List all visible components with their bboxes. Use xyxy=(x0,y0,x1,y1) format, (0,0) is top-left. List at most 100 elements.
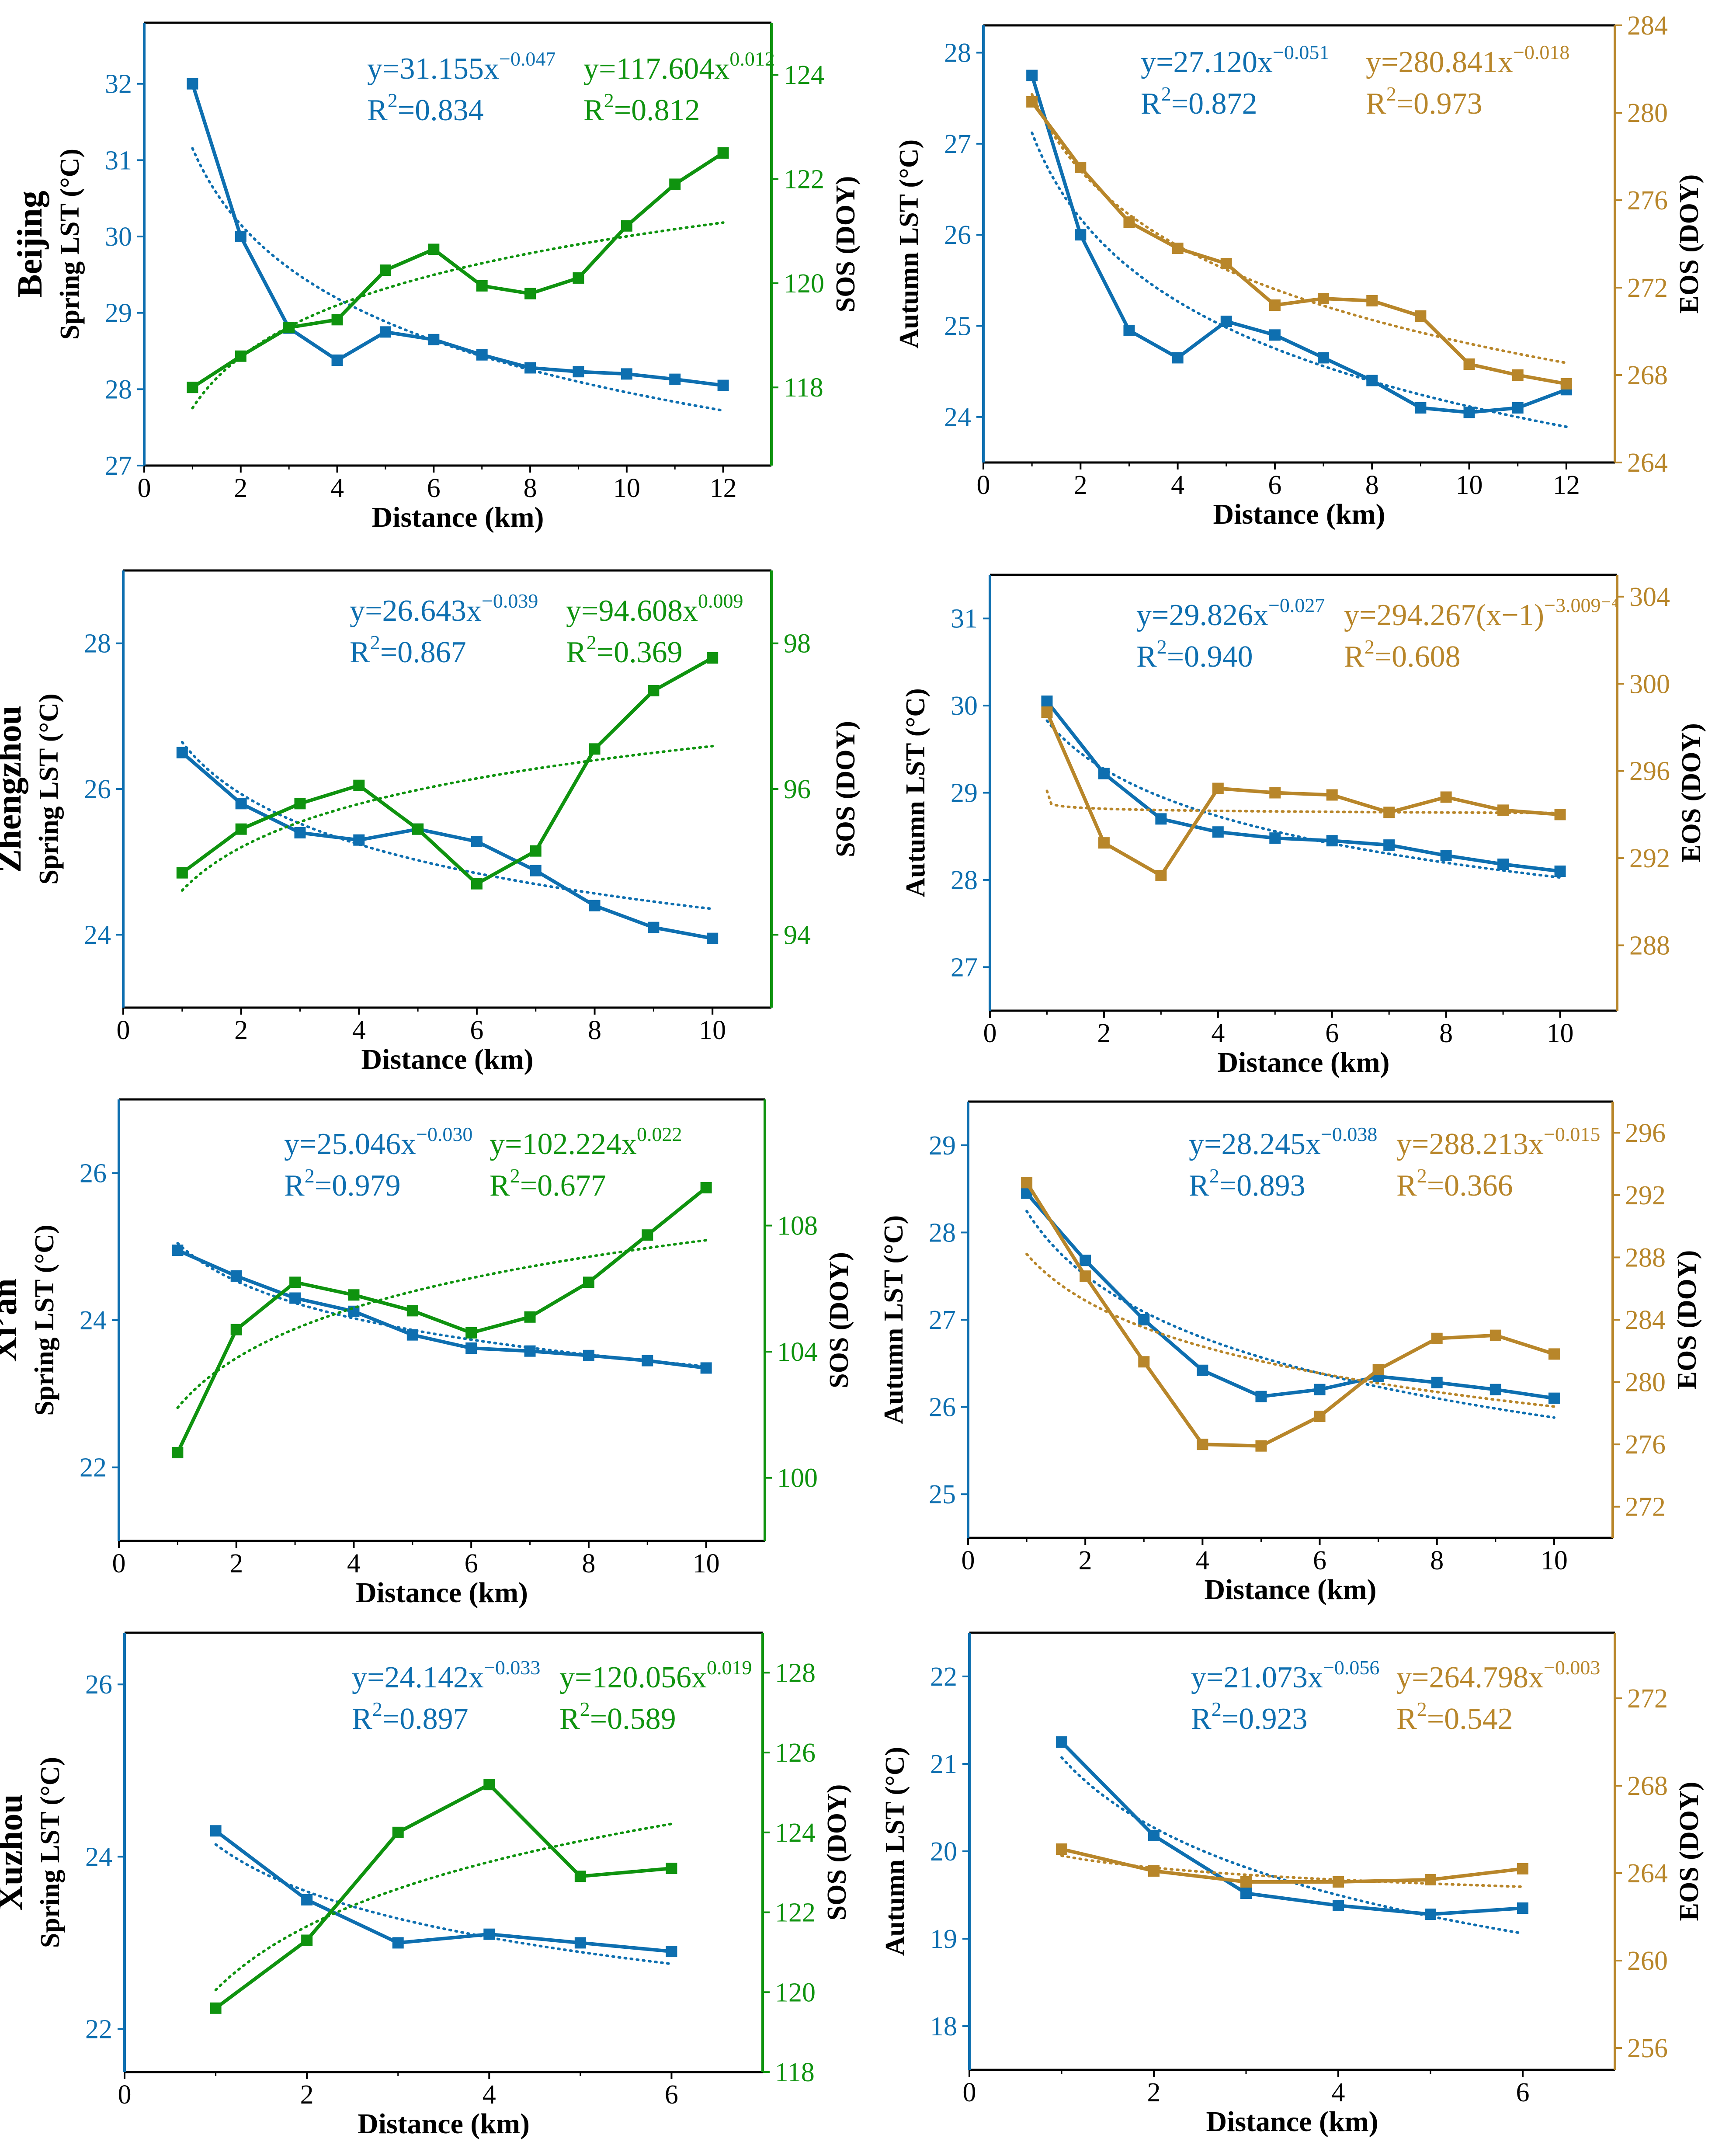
data-point-eos xyxy=(1517,1863,1528,1874)
data-point-sos xyxy=(294,798,306,810)
fit-curve-sos xyxy=(176,1239,708,1409)
fit-equation-exponent: −0.030 xyxy=(416,1123,472,1145)
series-line-sos xyxy=(181,656,714,886)
data-point-lst xyxy=(471,836,483,847)
fit-equation: y=29.826x−0.027 xyxy=(1136,594,1325,632)
series-line-lst xyxy=(215,1829,672,1954)
data-point-eos xyxy=(1138,1356,1150,1368)
x-tick-label: 6 xyxy=(427,473,441,503)
x-tick-label: 0 xyxy=(977,470,990,500)
data-point-lst xyxy=(1512,402,1524,414)
x-tick-label: 4 xyxy=(1171,470,1184,500)
r-squared-exponent: 2 xyxy=(604,89,614,111)
fit-equation: y=280.841x−0.018 xyxy=(1366,41,1569,79)
fit-equation-exponent: −0.018 xyxy=(1513,41,1569,63)
left-y-tick-label: 28 xyxy=(951,866,978,895)
data-point-sos xyxy=(412,823,424,835)
r-squared-value: =0.897 xyxy=(382,1702,469,1736)
right-y-tick-label: 300 xyxy=(1629,669,1670,699)
fit-equation-exponent: −0.056 xyxy=(1323,1656,1379,1679)
r-squared-symbol: R xyxy=(367,94,388,127)
x-axis-title: Distance (km) xyxy=(1217,1047,1389,1078)
data-point-sos xyxy=(707,652,719,664)
r-squared-label: R2=0.608 xyxy=(1344,636,1461,674)
fit-equation: y=264.798x−0.003 xyxy=(1396,1656,1600,1694)
r-squared-symbol: R xyxy=(1191,1702,1212,1736)
left-y-tick-label: 26 xyxy=(84,775,111,804)
data-point-sos xyxy=(574,1871,586,1882)
fit-equation: y=288.213x−0.015 xyxy=(1396,1123,1600,1161)
x-tick-label: 8 xyxy=(1365,470,1379,500)
fit-equation-base: y=21.073x xyxy=(1191,1661,1323,1694)
r-squared-value: =0.542 xyxy=(1427,1702,1513,1736)
data-point-eos xyxy=(1269,299,1281,311)
data-point-lst xyxy=(1318,352,1330,364)
x-tick-label: 8 xyxy=(588,1015,601,1045)
fit-equation: y=294.267(x−1)−3.009⁻⁴ xyxy=(1344,594,1618,632)
left-y-axis-title: Spring LST (°C) xyxy=(34,693,64,884)
left-y-tick-label: 26 xyxy=(929,1393,956,1422)
right-y-tick-label: 268 xyxy=(1627,1771,1668,1801)
city-label: Zhengzhou xyxy=(0,706,28,873)
right-y-tick-label: 292 xyxy=(1629,844,1670,873)
data-point-lst xyxy=(1269,832,1281,844)
x-tick-label: 4 xyxy=(1196,1546,1209,1575)
right-y-tick-label: 108 xyxy=(777,1211,818,1241)
data-point-lst xyxy=(524,362,536,374)
left-y-tick-label: 18 xyxy=(930,2012,957,2041)
data-point-eos xyxy=(1148,1865,1160,1877)
right-y-tick-label: 100 xyxy=(777,1464,818,1493)
x-tick-label: 0 xyxy=(138,473,151,503)
r-squared-exponent: 2 xyxy=(1417,1698,1427,1720)
right-y-tick-label: 280 xyxy=(1627,98,1668,128)
right-y-tick-label: 272 xyxy=(1625,1492,1666,1522)
left-y-tick-label: 28 xyxy=(944,38,971,68)
fit-equation-base: y=102.224x xyxy=(490,1127,637,1161)
left-y-axis-title: Spring LST (°C) xyxy=(55,149,85,340)
data-point-eos xyxy=(1333,1876,1344,1888)
data-point-eos xyxy=(1220,258,1232,269)
r-squared-symbol: R xyxy=(1366,87,1386,121)
x-tick-label: 6 xyxy=(465,1549,478,1579)
fit-equation-exponent: −3.009⁻⁴ xyxy=(1544,594,1618,616)
data-point-lst xyxy=(465,1342,477,1354)
data-point-sos xyxy=(666,1863,677,1874)
fit-equation-exponent: 0.012 xyxy=(729,48,775,70)
data-point-lst xyxy=(1080,1255,1091,1266)
data-point-eos xyxy=(1372,1364,1384,1376)
left-y-tick-label: 31 xyxy=(951,604,978,634)
fit-curve-eos xyxy=(1060,1854,1524,1888)
data-point-lst xyxy=(1425,1909,1436,1920)
x-tick-label: 6 xyxy=(665,2080,678,2110)
data-point-eos xyxy=(1041,706,1053,718)
x-tick-label: 0 xyxy=(983,1019,997,1048)
data-point-lst xyxy=(1197,1364,1208,1376)
r-squared-exponent: 2 xyxy=(510,1165,520,1187)
data-point-lst xyxy=(406,1329,418,1341)
right-y-tick-label: 284 xyxy=(1625,1305,1666,1335)
data-point-lst xyxy=(1366,375,1378,386)
r-squared-value: =0.589 xyxy=(590,1702,676,1736)
fit-equation-exponent: −0.027 xyxy=(1268,594,1325,616)
r-squared-symbol: R xyxy=(566,636,587,669)
data-point-lst xyxy=(476,349,488,361)
data-point-lst xyxy=(235,231,247,243)
left-y-tick-label: 29 xyxy=(105,299,132,328)
left-y-tick-label: 26 xyxy=(85,1670,112,1700)
data-point-eos xyxy=(1431,1332,1443,1344)
data-point-lst xyxy=(1220,316,1232,327)
r-squared-value: =0.608 xyxy=(1375,640,1461,674)
data-point-lst xyxy=(621,368,632,380)
r-squared-label: R2=0.369 xyxy=(566,631,683,669)
data-point-sos xyxy=(406,1305,418,1317)
left-y-tick-label: 27 xyxy=(929,1305,956,1335)
r-squared-symbol: R xyxy=(490,1169,510,1203)
r-squared-exponent: 2 xyxy=(1417,1165,1427,1187)
r-squared-symbol: R xyxy=(352,1702,372,1736)
fit-curve-lst xyxy=(181,741,714,911)
fit-curve-eos xyxy=(1025,1252,1555,1408)
right-y-tick-label: 118 xyxy=(775,2058,815,2087)
